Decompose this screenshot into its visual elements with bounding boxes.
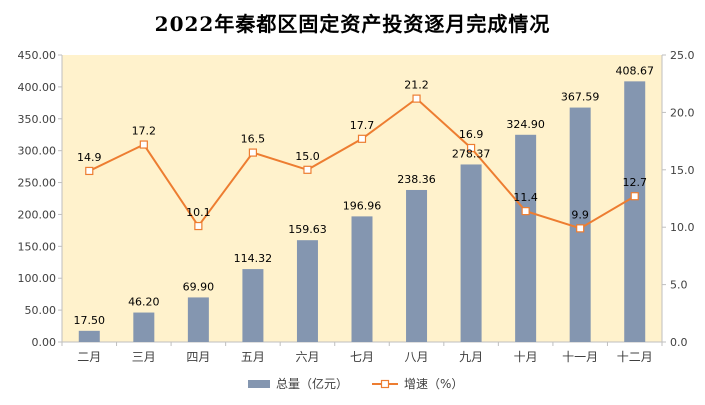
- bar: [78, 330, 100, 342]
- x-tick-label: 七月: [350, 350, 374, 364]
- bar-data-label: 17.50: [74, 314, 106, 327]
- x-tick-label: 十月: [514, 350, 538, 364]
- bar-data-label: 408.67: [615, 64, 654, 77]
- x-tick-label: 三月: [132, 350, 156, 364]
- growth-marker: [630, 192, 639, 201]
- growth-marker: [194, 221, 203, 231]
- bar-data-label: 238.36: [397, 173, 436, 186]
- x-tick-label: 六月: [295, 350, 319, 364]
- growth-marker: [139, 140, 148, 149]
- y-right-tick-label: 25.0: [670, 49, 695, 62]
- y-left-tick-label: 200.00: [18, 208, 57, 221]
- growth-marker: [412, 94, 421, 103]
- bar-data-label: 278.37: [452, 147, 491, 160]
- bar: [187, 297, 209, 342]
- y-right-tick-label: 5.0: [670, 279, 688, 292]
- y-left-tick-label: 100.00: [18, 272, 57, 285]
- legend-line-label: 增速（%）: [404, 377, 463, 391]
- x-tick-label: 十一月: [562, 350, 598, 364]
- growth-data-label: 9.9: [571, 208, 589, 221]
- bar-data-label: 367.59: [561, 91, 600, 104]
- legend-bar-label: 总量（亿元）: [276, 376, 348, 391]
- bar-data-label: 159.63: [288, 223, 327, 236]
- bar: [351, 216, 373, 342]
- y-right-tick-label: 15.0: [670, 164, 695, 177]
- x-tick-label: 二月: [77, 350, 101, 364]
- growth-data-label: 16.9: [459, 128, 484, 141]
- growth-marker: [303, 165, 312, 174]
- growth-data-label: 10.1: [186, 206, 211, 219]
- growth-data-label: 15.0: [295, 150, 320, 163]
- legend-line-marker: [380, 379, 390, 389]
- chart-title: 2022年秦都区固定资产投资逐月完成情况: [154, 12, 551, 36]
- growth-data-label: 17.2: [132, 125, 157, 138]
- x-tick-label: 八月: [405, 350, 429, 364]
- x-tick-label: 五月: [241, 350, 265, 364]
- y-left-tick-label: 0.00: [32, 336, 57, 349]
- growth-data-label: 17.7: [350, 119, 375, 132]
- growth-marker: [357, 134, 367, 143]
- y-left-tick-label: 350.00: [18, 113, 57, 126]
- bar-data-label: 196.96: [343, 199, 382, 212]
- y-left-tick-label: 150.00: [18, 240, 57, 253]
- growth-marker: [521, 207, 530, 216]
- bar-data-label: 114.32: [234, 252, 273, 265]
- growth-marker: [466, 143, 476, 153]
- growth-data-label: 21.2: [404, 79, 429, 92]
- bar: [460, 164, 482, 342]
- bar: [515, 134, 537, 342]
- bar: [133, 312, 155, 342]
- growth-data-label: 12.7: [622, 176, 647, 189]
- growth-marker: [576, 224, 585, 233]
- y-left-tick-label: 50.00: [25, 304, 57, 317]
- bar-data-label: 69.90: [183, 280, 215, 293]
- growth-marker: [85, 166, 94, 176]
- growth-data-label: 14.9: [77, 151, 102, 164]
- x-tick-label: 十二月: [617, 350, 653, 364]
- growth-marker: [248, 148, 258, 157]
- x-tick-label: 四月: [186, 350, 210, 364]
- y-left-tick-label: 300.00: [18, 145, 57, 158]
- x-tick-label: 九月: [459, 350, 483, 364]
- y-right-tick-label: 20.0: [670, 106, 695, 119]
- y-right-tick-label: 0.0: [670, 336, 688, 349]
- bar: [296, 240, 318, 342]
- y-left-tick-label: 250.00: [18, 177, 57, 190]
- growth-data-label: 16.5: [241, 133, 266, 146]
- y-right-tick-label: 10.0: [670, 221, 695, 234]
- bar-data-label: 324.90: [506, 118, 545, 131]
- bar: [242, 269, 264, 342]
- growth-data-label: 11.4: [513, 191, 538, 204]
- bar: [406, 189, 428, 342]
- y-left-tick-label: 400.00: [18, 81, 57, 94]
- y-left-tick-label: 450.00: [18, 49, 57, 62]
- bar-data-label: 46.20: [128, 296, 160, 309]
- bar: [624, 81, 646, 343]
- legend-bar-swatch: [248, 380, 270, 388]
